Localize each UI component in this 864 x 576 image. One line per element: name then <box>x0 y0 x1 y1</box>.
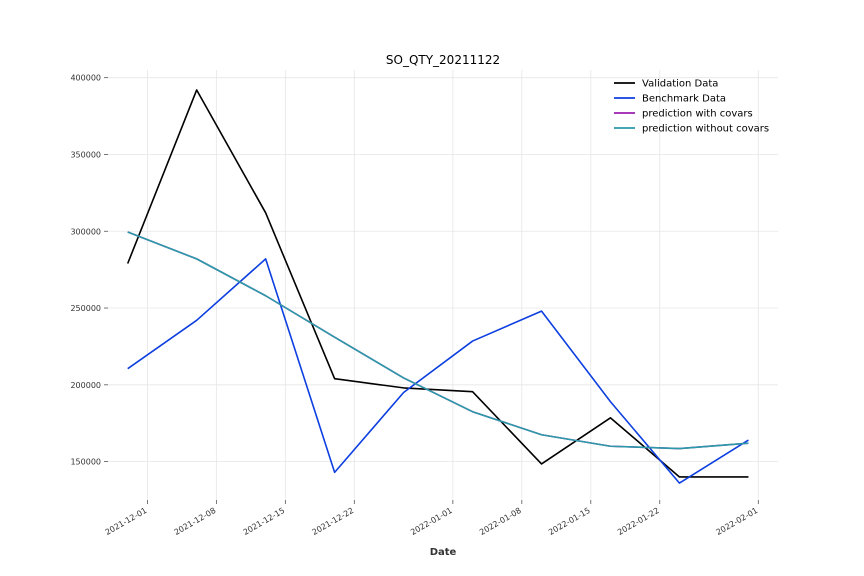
y-tick-label: 150000 <box>70 458 101 467</box>
grid <box>108 70 778 500</box>
legend: Validation Data Benchmark Data prediction … <box>614 79 769 135</box>
y-axis-ticks: 150000 200000 250000 300000 350000 400000 <box>70 74 108 467</box>
x-tick-label: 2022-01-22 <box>616 506 661 537</box>
x-axis-label: Date <box>430 547 457 558</box>
y-tick-label: 350000 <box>70 150 101 159</box>
legend-label: prediction without covars <box>642 124 769 135</box>
series-line-benchmark-data <box>127 258 749 484</box>
legend-label: Benchmark Data <box>642 94 726 105</box>
series-line-prediction-without-covars <box>127 231 749 450</box>
x-tick-label: 2021-12-22 <box>311 506 356 537</box>
series-line-validation-data <box>126 89 749 478</box>
legend-label: prediction with covars <box>642 109 753 120</box>
x-axis-ticks: 2021-12-01 2021-12-08 2021-12-15 2021-12-22… <box>104 500 760 537</box>
series-lines <box>126 89 749 484</box>
x-tick-label: 2022-02-01 <box>715 506 760 537</box>
legend-label: Validation Data <box>642 79 718 90</box>
y-tick-label: 200000 <box>70 381 101 390</box>
y-tick-label: 300000 <box>70 227 101 236</box>
x-tick-label: 2021-12-15 <box>242 506 287 537</box>
x-tick-label: 2021-12-08 <box>173 506 218 537</box>
x-tick-label: 2022-01-15 <box>547 506 592 537</box>
y-tick-label: 400000 <box>70 74 101 83</box>
x-tick-label: 2022-01-08 <box>478 506 523 537</box>
series-line-prediction-with-covars <box>127 231 749 450</box>
chart-title: SO_QTY_20211122 <box>386 53 500 67</box>
y-tick-label: 250000 <box>70 304 101 313</box>
x-tick-label: 2021-12-01 <box>104 506 149 537</box>
x-tick-label: 2022-01-01 <box>409 506 454 537</box>
